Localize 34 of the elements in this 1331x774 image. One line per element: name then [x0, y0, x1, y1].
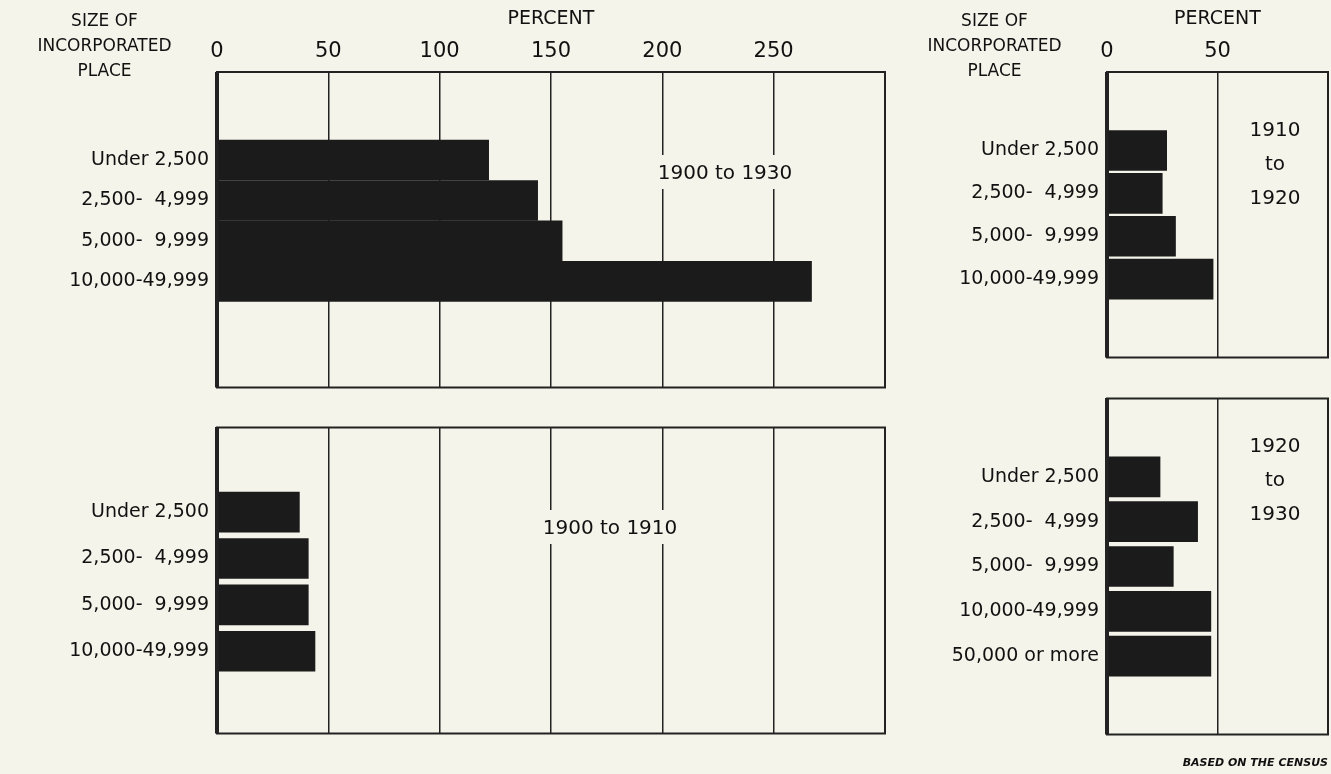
x-tick-label: 250 — [753, 37, 794, 62]
x-tick-label: 50 — [1204, 37, 1231, 62]
x-tick-label: 50 — [314, 37, 342, 62]
annotation: 1900 to 1930 — [640, 155, 810, 189]
y-tick-label: 5,000- 9,999 — [971, 223, 1099, 246]
y-tick-label: 50,000 or more — [951, 643, 1099, 666]
annotation: 1920 to 1930 — [1245, 428, 1305, 530]
y-tick-label: Under 2,500 — [91, 499, 209, 522]
y-tick-label: 10,000-49,999 — [69, 638, 209, 661]
y-tick-label: 5,000- 9,999 — [81, 591, 209, 614]
y-axis-title: SIZE OF INCORPORATED PLACE — [926, 9, 1063, 82]
x-axis-title: PERCENT — [506, 6, 596, 28]
y-tick-label: Under 2,500 — [981, 137, 1099, 160]
y-tick-label: 2,500- 4,999 — [81, 187, 209, 210]
x-axis-title: PERCENT — [1173, 6, 1262, 28]
x-tick-label: 0 — [210, 37, 224, 62]
y-tick-label: 5,000- 9,999 — [971, 553, 1099, 576]
y-tick-label: 10,000-49,999 — [959, 266, 1099, 288]
annotation: 1900 to 1910 — [525, 510, 695, 544]
x-tick-label: 200 — [642, 37, 683, 62]
x-tick-label: 100 — [419, 37, 460, 62]
y-tick-label: Under 2,500 — [91, 146, 209, 169]
y-tick-label: 2,500- 4,999 — [971, 180, 1099, 203]
y-tick-label: 10,000-49,999 — [959, 598, 1099, 621]
y-tick-label: 2,500- 4,999 — [81, 545, 209, 568]
y-tick-label: 10,000-49,999 — [69, 268, 209, 291]
x-tick-label: 0 — [1100, 37, 1114, 62]
y-tick-label: 5,000- 9,999 — [81, 227, 209, 250]
y-axis-title: SIZE OF INCORPORATED PLACE — [36, 9, 173, 82]
y-tick-label: Under 2,500 — [981, 463, 1099, 486]
x-tick-label: 150 — [530, 37, 572, 62]
annotation: 1910 to 1920 — [1245, 112, 1305, 214]
text: BASED ON THE CENSUS — [1182, 756, 1328, 769]
y-tick-label: 2,500- 4,999 — [971, 508, 1099, 531]
